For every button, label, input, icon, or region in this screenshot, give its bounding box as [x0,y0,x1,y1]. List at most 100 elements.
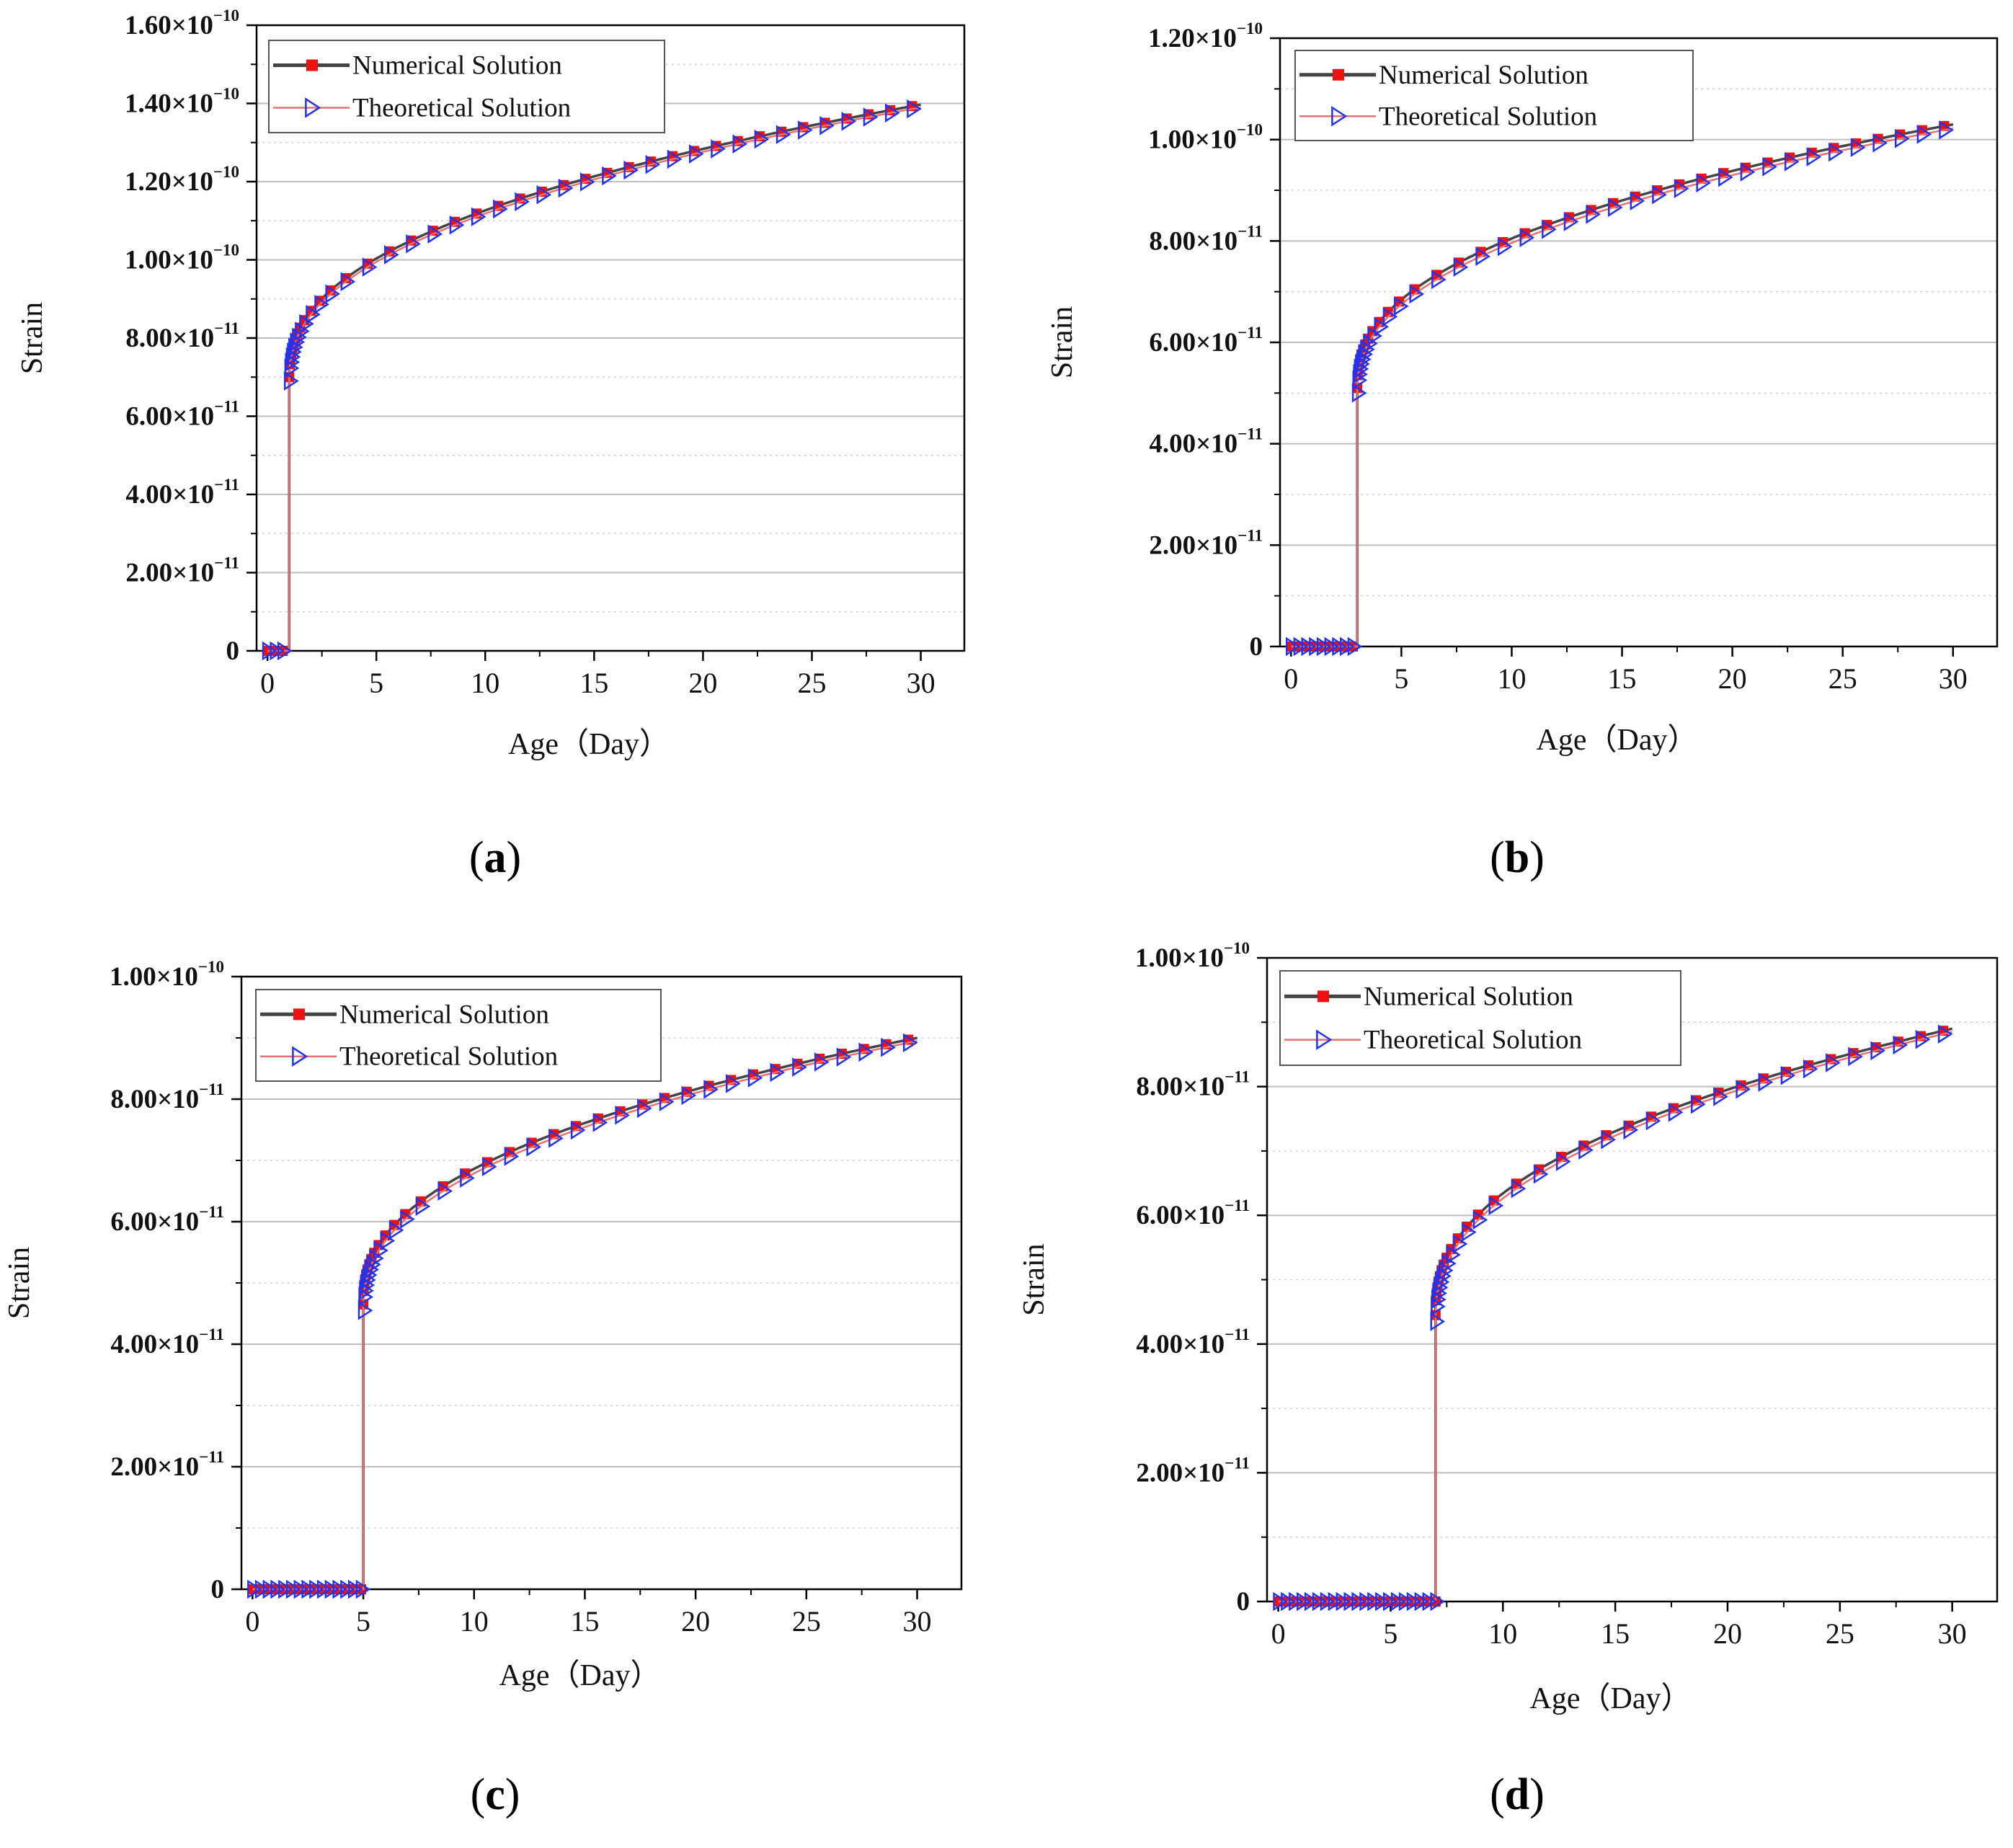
chart-c-legend-label-theoretical: Theoretical Solution [339,1042,558,1072]
chart-c-point-theoretical [293,1579,309,1599]
chart-a-point-theoretical [471,207,486,227]
chart-c-legend-marker-theoretical [292,1046,308,1067]
chart-d-xtick-label: 5 [1383,1617,1397,1650]
chart-d-point-theoretical [1297,1591,1312,1612]
chart-a-point-theoretical [536,185,552,205]
chart-b-point-theoretical [1872,133,1888,153]
chart-b-point-theoretical [1607,197,1623,218]
chart-d-point-theoretical [1937,1024,1953,1044]
chart-b-point-theoretical [1382,307,1398,326]
chart-c-point-theoretical [592,1113,608,1132]
chart-c-xtick-label: 15 [570,1605,599,1638]
chart-c-xtick-label: 25 [792,1605,821,1638]
chart-d-grid [1267,957,1997,1538]
chart-d-xtick-label: 30 [1938,1617,1967,1650]
chart-d-legend-marker-theoretical [1316,1029,1333,1050]
chart-d-point-theoretical [1430,1591,1446,1612]
chart-b-point-theoretical [1347,636,1363,657]
chart-d-point-theoretical [1758,1072,1774,1092]
chart-a-point-theoretical [732,134,748,154]
chart-c-point-theoretical [858,1042,874,1062]
chart-c-point-theoretical [285,1579,301,1599]
chart-b-point-theoretical [1563,212,1579,231]
chart-d-ytick-mantissa: 8.00×10 [1136,1072,1225,1102]
chart-c-ytick-exponent: −10 [198,958,224,976]
chart-a-line-numerical [267,103,921,652]
chart-d-xtick-label: 15 [1601,1617,1630,1650]
chart-d-point-theoretical [1578,1140,1594,1160]
chart-c-point-theoretical [278,1579,293,1599]
chart-d-point-theoretical [1367,1591,1382,1612]
chart-b-point-theoretical [1586,205,1601,224]
chart-b-ylabel: Strain [1046,306,1079,378]
chart-b-point-theoretical [1762,157,1777,177]
chart-d-xtick-label: 10 [1488,1617,1517,1650]
chart-d-point-theoretical [1870,1041,1885,1061]
chart-a-point-theoretical [645,154,661,174]
chart-d-point-theoretical [1328,1591,1343,1612]
chart-c-point-theoretical [301,1579,316,1599]
chart-d-point-theoretical [1452,1234,1468,1254]
chart-b-legend-label-numerical: Numerical Solution [1379,61,1588,90]
chart-c-panel-label-letter: c [485,1770,505,1819]
chart-d-xtick-label: 20 [1713,1617,1742,1650]
chart-c-point-theoretical [388,1220,404,1240]
chart-b-point-theoretical [1316,636,1332,657]
chart-d-point-theoretical [1691,1094,1706,1114]
chart-a-point-theoretical [776,125,791,144]
chart-d: 02.00×10−114.00×10−116.00×10−118.00×10−1… [1018,939,1999,1819]
chart-c-point-theoretical [814,1052,830,1072]
chart-a-ytick-exponent: −10 [213,163,239,181]
chart-b-xtick-label: 25 [1828,662,1857,695]
chart-a-point-theoretical [325,284,341,304]
chart-a-point-theoretical [427,224,443,244]
chart-d-point-theoretical [1312,1591,1328,1612]
chart-b-point-theoretical [1806,147,1822,166]
chart-b-point-theoretical [1696,173,1712,193]
chart-d-ytick-mantissa: 4.00×10 [1136,1330,1225,1359]
chart-d-point-theoretical [1390,1591,1406,1612]
chart-d-point-theoretical [1533,1164,1549,1184]
chart-d-point-theoretical [1601,1129,1616,1150]
chart-c-panel-label: (c) [471,1770,520,1819]
chart-c-point-theoretical [247,1579,262,1599]
chart-d-ytick-exponent: −10 [1224,939,1250,957]
chart-d-ytick-exponent: −11 [1225,1454,1250,1472]
chart-a-xtick-label: 10 [471,667,499,699]
chart-a-ylabel: Strain [16,302,49,374]
chart-c-ytick-exponent: −11 [199,1325,224,1343]
chart-a-point-theoretical [493,199,508,219]
chart-b-ytick-exponent: −10 [1237,121,1263,139]
chart-d-point-theoretical [1645,1111,1661,1131]
chart-b-point-theoretical [1374,317,1390,337]
chart-d-point-theoretical [1668,1103,1684,1122]
chart-d-point-theoretical [1439,1261,1454,1280]
chart-b-point-theoretical [1475,246,1490,267]
chart-b-point-theoretical [1324,636,1340,657]
chart-b-ytick-label: 1.00×10−10 [1148,121,1263,155]
chart-d-panel-label-close: ) [1529,1770,1545,1819]
chart-a-ytick-exponent: −11 [214,554,239,572]
chart-c-point-theoretical [792,1057,807,1077]
chart-b-panel-label-letter: b [1505,833,1529,882]
chart-a-point-theoretical [579,172,595,192]
chart-a-legend-box [268,40,665,133]
chart-c-point-theoretical [570,1120,586,1140]
chart-b-legend: Numerical Solution Theoretical Solution [1294,50,1694,141]
chart-d-point-theoretical [1351,1591,1367,1612]
chart-d-point-theoretical [1736,1079,1751,1099]
chart-d-legend-marker-numerical [1317,990,1329,1003]
chart-a-panel-label: (a) [469,833,521,882]
chart-c-point-theoretical [366,1255,381,1274]
chart-a-point-theoretical [362,257,378,277]
chart-c-point-theoretical [437,1181,453,1201]
chart-c-ytick-exponent: −11 [199,1203,224,1221]
chart-d-point-theoretical [1375,1591,1390,1612]
chart-c-point-theoretical [309,1579,324,1599]
chart-d-point-theoretical [1414,1591,1430,1612]
chart-d-ytick-mantissa: 2.00×10 [1136,1458,1225,1488]
chart-b-point-theoretical [1301,636,1317,657]
chart-d-point-theoretical [1436,1266,1452,1286]
chart-b-point-theoretical [1293,636,1309,657]
